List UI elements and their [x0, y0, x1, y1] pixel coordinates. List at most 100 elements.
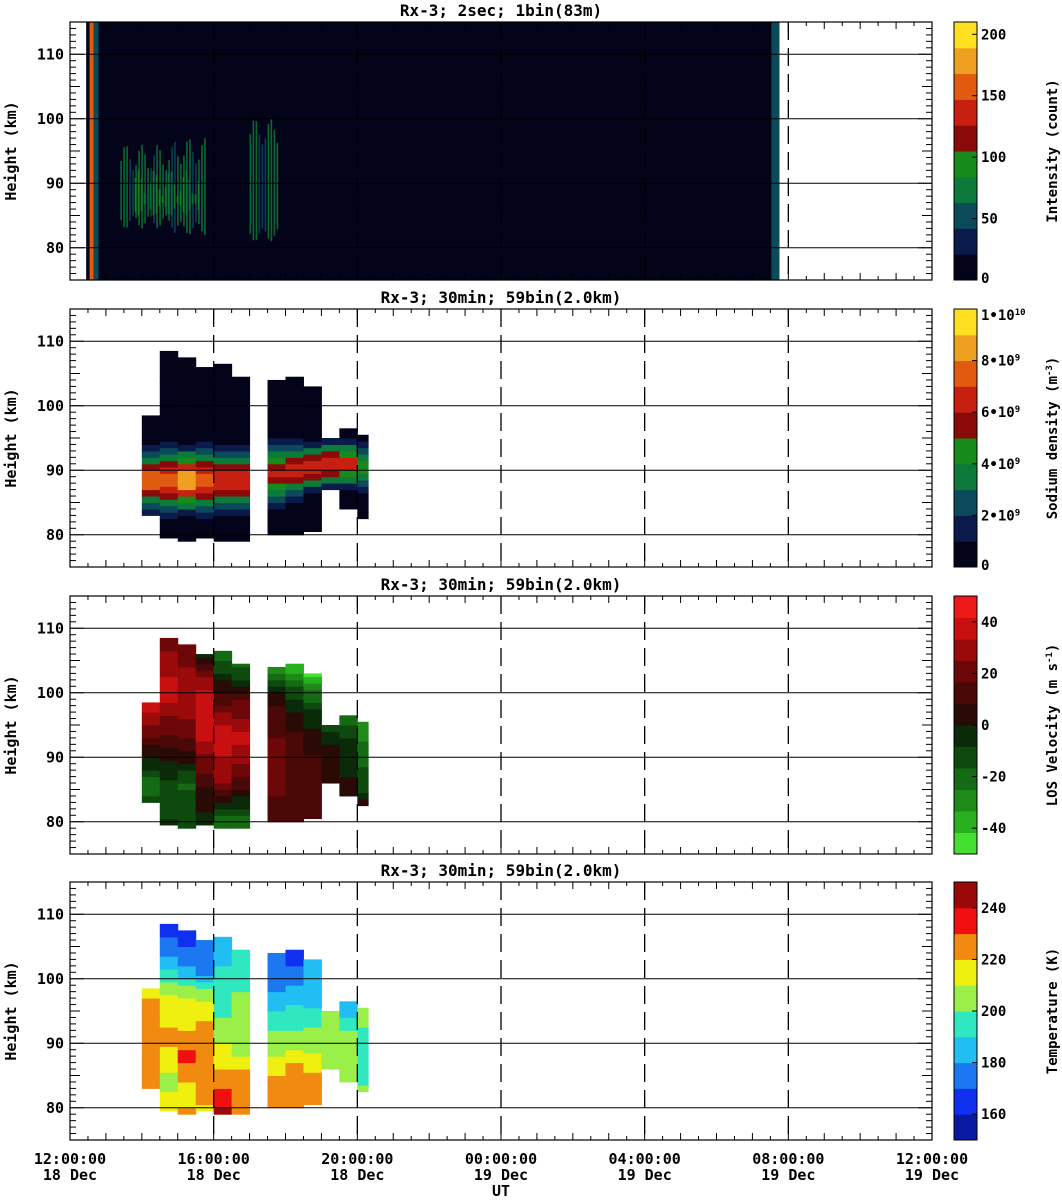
- heatmap-cell: [195, 812, 215, 820]
- heatmap-cell: [231, 965, 251, 973]
- panel-2: Rx-3; 30min; 59bin(2.0km) 80 90 100 110 Heigh…: [2, 288, 1061, 574]
- x-tick-time: 12:00:00: [34, 1150, 106, 1168]
- intensity-streak: [137, 170, 140, 216]
- heatmap-cell: [231, 1094, 251, 1102]
- intensity-streak: [161, 196, 164, 203]
- x-tick-time: 04:00:00: [609, 1150, 681, 1168]
- heatmap-cell: [177, 496, 197, 503]
- heatmap-cell: [339, 789, 358, 797]
- heatmap-cell: [267, 1088, 286, 1096]
- colorbar-swatch: [954, 882, 977, 909]
- heatmap-cell: [303, 396, 322, 404]
- heatmap-cell: [357, 492, 369, 500]
- heatmap-cell: [357, 721, 369, 729]
- x-tick-date: 19 Dec: [474, 1166, 528, 1184]
- heatmap-cell: [267, 712, 286, 720]
- heatmap-cell: [303, 525, 322, 533]
- intensity-streak: [195, 163, 197, 223]
- heatmap-cell: [321, 444, 340, 452]
- heatmap-cell: [177, 991, 197, 999]
- heatmap-cell: [267, 808, 286, 816]
- heatmap-cell: [339, 750, 358, 758]
- heatmap-cell: [213, 386, 233, 394]
- colorbar-tick-label: 8•109: [981, 354, 1020, 370]
- heatmap-cell: [357, 779, 369, 787]
- heatmap-cell: [267, 725, 286, 732]
- intensity-streak: [159, 150, 161, 226]
- heatmap-cell: [321, 744, 340, 752]
- heatmap-cell: [321, 1011, 340, 1018]
- heatmap-cell: [141, 1023, 161, 1031]
- heatmap-cell: [141, 450, 161, 458]
- heatmap-cell: [357, 734, 369, 742]
- heatmap-cell: [195, 663, 215, 671]
- heatmap-cell: [231, 496, 251, 503]
- heatmap-cell: [285, 802, 304, 810]
- heatmap-cell: [213, 489, 233, 497]
- heatmap-cell: [159, 676, 179, 684]
- heatmap-cell: [303, 766, 322, 774]
- heatmap-cell: [285, 1062, 304, 1070]
- heatmap-cell: [231, 663, 251, 668]
- heatmap-cell: [195, 421, 215, 429]
- heatmap-cell: [285, 463, 304, 471]
- heatmap-cell: [141, 1017, 161, 1025]
- heatmap-cell: [285, 376, 304, 381]
- heatmap-cell: [267, 379, 286, 387]
- heatmap-cell: [213, 776, 233, 784]
- heatmap-cell: [141, 418, 161, 426]
- heatmap-cell: [141, 1036, 161, 1044]
- heatmap-cell: [285, 502, 304, 510]
- heatmap-cell: [213, 363, 233, 368]
- heatmap-cell: [339, 457, 358, 465]
- heatmap-cell: [195, 1085, 215, 1093]
- heatmap-cell: [267, 815, 286, 823]
- heatmap-cell: [177, 731, 197, 739]
- heatmap-cell: [195, 747, 215, 755]
- heatmap-cell: [177, 808, 197, 816]
- heatmap-cell: [213, 463, 233, 471]
- heatmap-cell: [303, 512, 322, 520]
- intensity-streak: [255, 121, 258, 241]
- heatmap-cell: [357, 460, 369, 468]
- colorbar-tick-label: 6•109: [981, 405, 1020, 421]
- heatmap-cell: [177, 373, 197, 381]
- heatmap-cell: [177, 757, 197, 765]
- heatmap-cell: [159, 376, 179, 384]
- intensity-streak: [182, 176, 185, 213]
- heatmap-cell: [321, 1036, 340, 1044]
- heatmap-cell: [303, 760, 322, 768]
- heatmap-cell: [231, 783, 251, 790]
- heatmap-cell: [177, 379, 197, 387]
- heatmap-cell: [177, 821, 197, 829]
- heatmap-cell: [303, 1065, 322, 1073]
- y-tick-label: 80: [46, 1099, 64, 1117]
- intensity-streak: [179, 191, 182, 206]
- heatmap-cell: [195, 525, 215, 533]
- heatmap-cell: [339, 1030, 358, 1038]
- heatmap-cell: [267, 978, 286, 986]
- heatmap-cell: [159, 1078, 179, 1086]
- heatmap-cell: [213, 534, 233, 542]
- heatmap-cell: [213, 821, 233, 829]
- heatmap-cell: [285, 1017, 304, 1025]
- heatmap-cell: [267, 802, 286, 810]
- heatmap-cell: [231, 1075, 251, 1083]
- heatmap-cell: [321, 1017, 340, 1025]
- heatmap-cell: [285, 392, 304, 400]
- heatmap-cell: [195, 734, 215, 742]
- colorbar-swatch: [954, 22, 977, 49]
- heatmap-cell: [231, 1030, 251, 1038]
- x-axis-label: UT: [492, 1182, 510, 1200]
- heatmap-cell: [303, 673, 322, 678]
- x-tick-date: 18 Dec: [43, 1166, 97, 1184]
- colorbar: 0 2•109 4•109 6•109 8•109 1•1010 Sodium densit…: [953, 308, 1061, 574]
- heatmap-cell: [213, 952, 233, 960]
- heatmap-cell: [285, 737, 304, 745]
- heatmap-cell: [195, 486, 215, 494]
- heatmap-cell: [231, 379, 251, 387]
- heatmap-cell: [159, 460, 179, 468]
- heatmap-cell: [303, 695, 322, 703]
- heatmap-cell: [303, 1020, 322, 1028]
- heatmap-cell: [339, 1036, 358, 1044]
